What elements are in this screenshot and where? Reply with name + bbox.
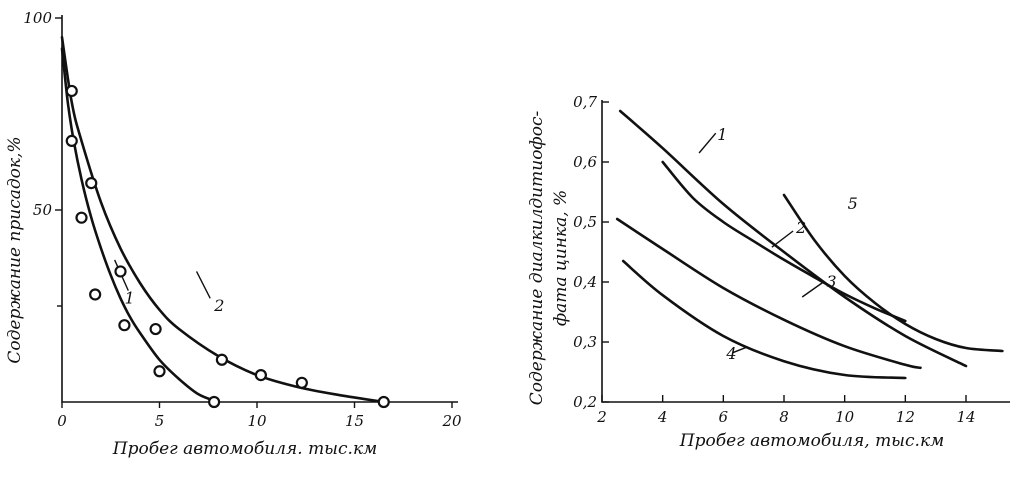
right-series-5-label: 5 [848, 194, 858, 213]
right-series-2-leader [771, 230, 794, 248]
right-y-axis-label-line2: фата цинка, % [551, 190, 571, 326]
right-series-2-line [661, 160, 907, 323]
left-series-1-line [60, 47, 220, 404]
right-series-4-label: 4 [725, 344, 736, 363]
left-series-2-point [65, 84, 78, 98]
left-series-2-point [215, 353, 228, 366]
right-x-tick-label: 10 [835, 408, 855, 426]
left-y-ticks: 50 100 [23, 9, 62, 307]
right-series-4-leader [732, 346, 748, 354]
right-y-tick-label: 0,5 [573, 213, 597, 231]
left-series-2-point [377, 395, 390, 409]
left-series-1-point [65, 134, 78, 147]
right-series-2-label: 2 [795, 218, 806, 237]
left-series-2-point [295, 376, 308, 389]
right-series-4-line [621, 259, 907, 380]
right-x-tick-label: 4 [657, 408, 668, 426]
left-y-axis-label: Содержание присадок,% [5, 136, 25, 363]
right-series-1-leader [698, 132, 717, 154]
right-y-axis-label-line1: Содержание диалкилдитиофос- [527, 111, 547, 406]
right-series-5-line [782, 193, 1004, 353]
right-series-3-line [615, 217, 922, 370]
left-x-tick-label: 20 [441, 412, 462, 430]
left-y-tick-label: 50 [33, 201, 53, 219]
left-x-tick-label: 15 [345, 412, 364, 430]
left-y-tick-label: 100 [23, 9, 52, 27]
right-y-tick-label: 0,6 [573, 153, 597, 171]
left-series-1-point [208, 395, 221, 409]
left-series-2-label: 2 [213, 296, 224, 315]
right-x-tick-label: 12 [896, 408, 915, 426]
left-series-1-point [89, 288, 102, 301]
right-y-tick-label: 0,4 [573, 273, 597, 291]
right-y-tick-label: 0,7 [573, 93, 597, 111]
left-series-2-leader [195, 271, 211, 299]
right-y-ticks: 0,2 0,3 0,4 0,5 0,6 0,7 [573, 93, 609, 411]
left-x-ticks: 0 5 10 15 20 [57, 402, 462, 430]
left-series-1-label: 1 [125, 288, 135, 307]
right-x-tick-label: 6 [719, 408, 729, 426]
right-x-tick-label: 2 [596, 408, 607, 426]
left-series-2-point [149, 322, 162, 336]
left-series-2-point [254, 369, 267, 382]
left-series-1-point [118, 319, 131, 332]
right-x-ticks: 2 4 6 8 10 12 14 [596, 395, 976, 426]
right-series-1-line [618, 109, 968, 368]
left-series-2-point [114, 265, 127, 278]
right-series: 1 2 3 4 5 [615, 109, 1004, 380]
left-series-2-point [85, 177, 98, 190]
right-series-3-label: 3 [826, 272, 836, 291]
left-axes [61, 15, 458, 403]
right-series-1-label: 1 [717, 125, 727, 144]
right-y-tick-label: 0,2 [573, 393, 597, 411]
left-x-tick-label: 5 [155, 412, 165, 430]
left-x-tick-label: 10 [247, 412, 267, 430]
right-x-tick-label: 14 [956, 408, 975, 426]
left-series-2-line [60, 35, 386, 404]
right-x-tick-label: 8 [779, 408, 789, 426]
left-x-tick-label: 0 [57, 412, 67, 430]
right-x-axis-label: Пробег автомобиля, тыс.км [679, 431, 944, 451]
left-x-axis-label: Пробег автомобиля. тыс.км [112, 439, 377, 459]
left-series-1-point [75, 211, 88, 224]
right-y-tick-label: 0,3 [573, 333, 597, 351]
right-series-3-leader [801, 281, 824, 298]
left-series-1-point [153, 365, 166, 378]
